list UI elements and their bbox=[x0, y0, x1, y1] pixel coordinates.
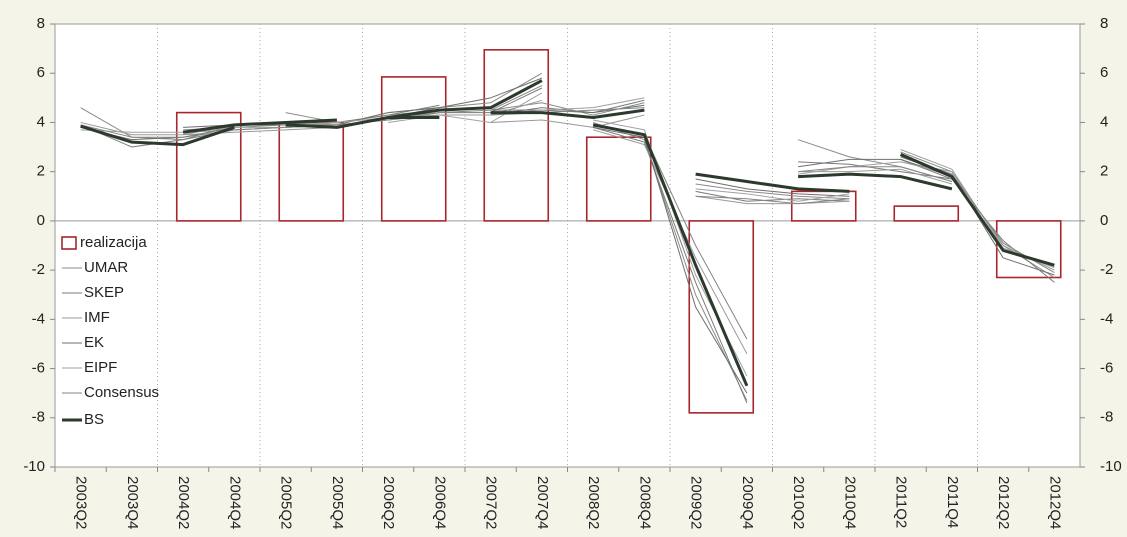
forecast-line bbox=[285, 116, 440, 129]
y-tick-label: 0 bbox=[37, 212, 45, 229]
forecast-line bbox=[182, 118, 337, 134]
x-tick-label: 2009Q4 bbox=[739, 476, 756, 529]
forecast-line bbox=[695, 172, 850, 193]
y-tick-label: -8 bbox=[32, 409, 45, 426]
forecast-line bbox=[80, 124, 235, 138]
forecast-line bbox=[490, 114, 645, 128]
x-tick-label: 2008Q4 bbox=[636, 476, 653, 529]
bar bbox=[688, 220, 755, 414]
x-tick-label: 2004Q2 bbox=[175, 476, 192, 529]
x-tick-label: 2006Q4 bbox=[431, 476, 448, 529]
bar bbox=[893, 205, 960, 222]
x-tick-label: 2008Q2 bbox=[585, 476, 602, 529]
x-tick-label: 2007Q2 bbox=[483, 476, 500, 529]
y2-tick-label: -10 bbox=[1100, 458, 1122, 475]
x-tick-label: 2003Q4 bbox=[124, 476, 141, 529]
bar bbox=[380, 76, 447, 222]
legend-label: realizacija bbox=[80, 234, 147, 251]
legend-label: BS bbox=[84, 411, 104, 428]
y2-tick-label: 4 bbox=[1100, 113, 1108, 130]
x-tick-label: 2006Q2 bbox=[380, 476, 397, 529]
x-tick-label: 2005Q4 bbox=[329, 476, 346, 529]
x-tick-label: 2004Q4 bbox=[226, 476, 243, 529]
forecast-line bbox=[695, 195, 850, 205]
forecast-line bbox=[592, 123, 749, 387]
forecast-line bbox=[695, 195, 850, 205]
y-tick-label: 2 bbox=[37, 163, 45, 180]
y-tick-label: 8 bbox=[37, 15, 45, 32]
y2-tick-label: -4 bbox=[1100, 310, 1113, 327]
forecast-line bbox=[695, 178, 850, 197]
x-tick-label: 2010Q4 bbox=[841, 476, 858, 529]
bar bbox=[175, 111, 242, 222]
forecast-line bbox=[695, 190, 850, 202]
forecast-line bbox=[798, 172, 953, 191]
x-tick-label: 2012Q4 bbox=[1046, 476, 1063, 529]
bar bbox=[995, 220, 1062, 279]
legend-label: IMF bbox=[84, 309, 110, 326]
y2-tick-label: -2 bbox=[1100, 261, 1113, 278]
forecast-line bbox=[695, 188, 850, 202]
forecast-line bbox=[593, 126, 748, 394]
legend-label: SKEP bbox=[84, 284, 124, 301]
x-tick-label: 2003Q2 bbox=[73, 476, 90, 529]
forecast-line bbox=[900, 158, 1055, 283]
x-tick-label: 2011Q4 bbox=[944, 476, 961, 528]
y-tick-label: 4 bbox=[37, 113, 45, 130]
forecast-line bbox=[798, 161, 952, 175]
forecast-line bbox=[80, 124, 235, 147]
y-tick-label: -4 bbox=[32, 310, 45, 327]
x-tick-label: 2012Q2 bbox=[995, 476, 1012, 529]
legend-label: EK bbox=[84, 334, 104, 351]
x-tick-label: 2007Q4 bbox=[534, 476, 551, 529]
x-tick-label: 2011Q2 bbox=[893, 476, 910, 528]
plot-area bbox=[54, 23, 1081, 468]
forecast-line bbox=[798, 168, 953, 185]
legend-label: EIPF bbox=[84, 359, 117, 376]
forecast-line bbox=[900, 153, 1055, 267]
legend-label: Consensus bbox=[84, 384, 159, 401]
forecast-line bbox=[387, 79, 543, 120]
forecast-line bbox=[798, 166, 953, 182]
y-tick-label: -6 bbox=[32, 360, 45, 377]
y-tick-label: -2 bbox=[32, 261, 45, 278]
x-tick-label: 2010Q2 bbox=[790, 476, 807, 529]
y2-tick-label: -8 bbox=[1100, 409, 1113, 426]
y2-tick-label: 8 bbox=[1100, 15, 1108, 32]
y2-tick-label: -6 bbox=[1100, 360, 1113, 377]
y2-tick-label: 0 bbox=[1100, 212, 1108, 229]
x-tick-label: 2005Q2 bbox=[278, 476, 295, 529]
y-tick-label: 6 bbox=[37, 64, 45, 81]
x-tick-label: 2009Q2 bbox=[688, 476, 705, 529]
forecast-line bbox=[592, 126, 748, 404]
forecast-line bbox=[183, 126, 337, 136]
y-tick-label: -10 bbox=[23, 458, 45, 475]
y2-tick-label: 6 bbox=[1100, 64, 1108, 81]
forecast-line bbox=[490, 108, 645, 120]
legend-label: UMAR bbox=[84, 259, 128, 276]
legend-swatch bbox=[61, 236, 77, 250]
bar bbox=[483, 49, 550, 222]
y2-tick-label: 2 bbox=[1100, 163, 1108, 180]
